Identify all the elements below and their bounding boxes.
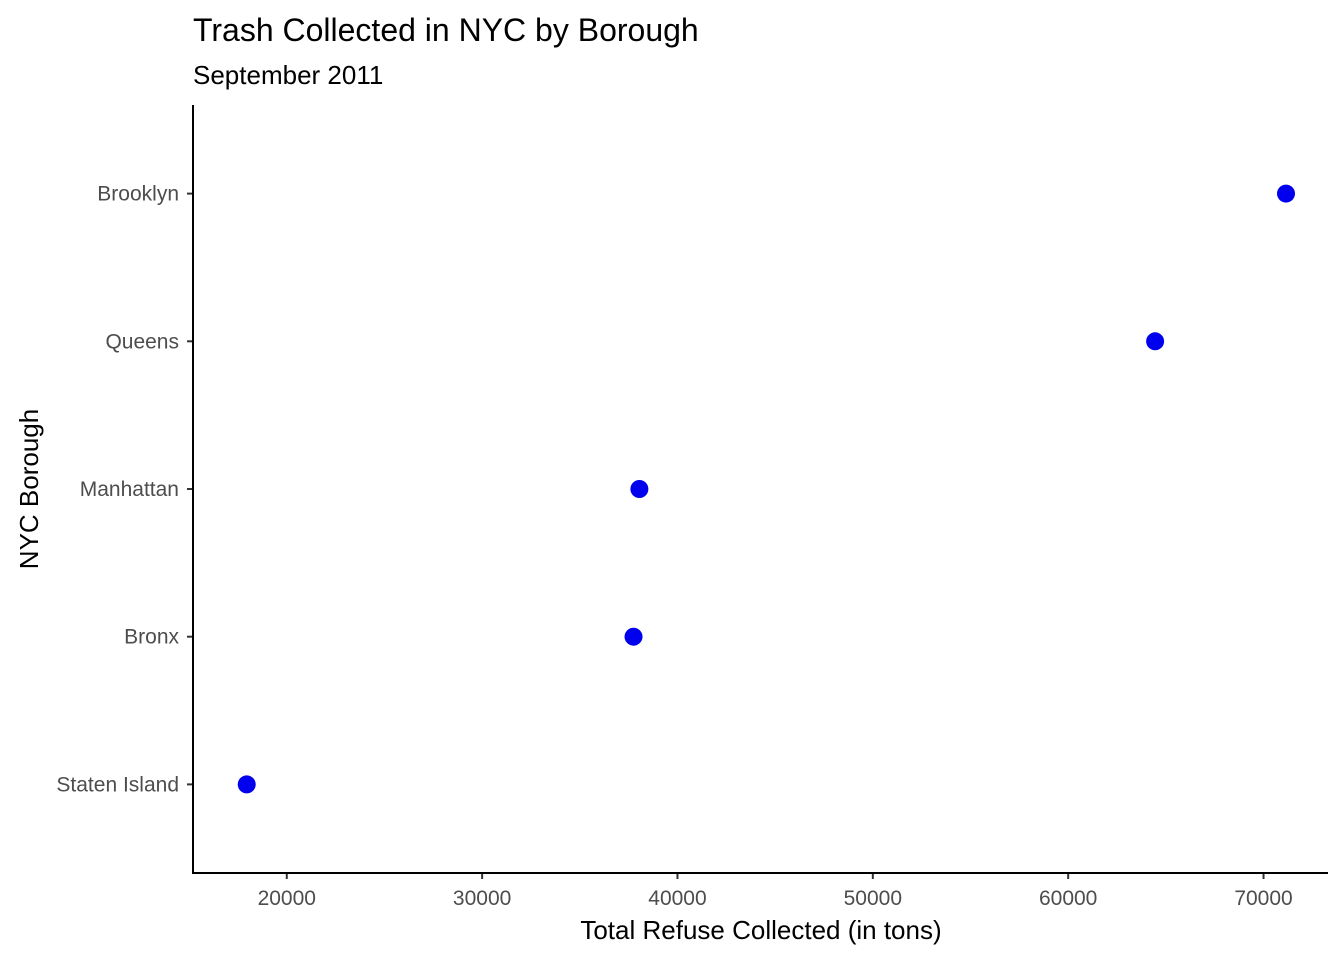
x-tick-label-60000: 60000 — [1039, 887, 1097, 910]
data-point-brooklyn — [1276, 184, 1295, 203]
y-tick-label-bronx: Bronx — [124, 626, 179, 649]
data-point-manhattan — [630, 480, 649, 498]
data-point-queens — [1146, 332, 1165, 351]
y-tick-label-staten-island: Staten Island — [56, 773, 179, 796]
data-point-staten-island — [237, 775, 256, 794]
axis-ticks: Staten Island Bronx Manhattan Queens Brookly… — [56, 183, 1292, 910]
x-tick-label-30000: 30000 — [453, 887, 511, 910]
data-points — [237, 184, 1295, 794]
x-tick-label-20000: 20000 — [258, 887, 316, 910]
chart-title: Trash Collected in NYC by Borough — [193, 12, 699, 48]
x-tick-label-70000: 70000 — [1234, 887, 1292, 910]
y-axis-title: NYC Borough — [14, 409, 44, 569]
y-tick-label-queens: Queens — [105, 330, 179, 353]
x-tick-label-50000: 50000 — [844, 887, 902, 910]
y-tick-label-brooklyn: Brooklyn — [97, 183, 179, 206]
x-axis-title: Total Refuse Collected (in tons) — [580, 915, 941, 945]
chart-subtitle: September 2011 — [193, 60, 383, 90]
x-tick-label-40000: 40000 — [648, 887, 706, 910]
data-point-bronx — [624, 627, 643, 646]
y-tick-label-manhattan: Manhattan — [80, 478, 179, 501]
